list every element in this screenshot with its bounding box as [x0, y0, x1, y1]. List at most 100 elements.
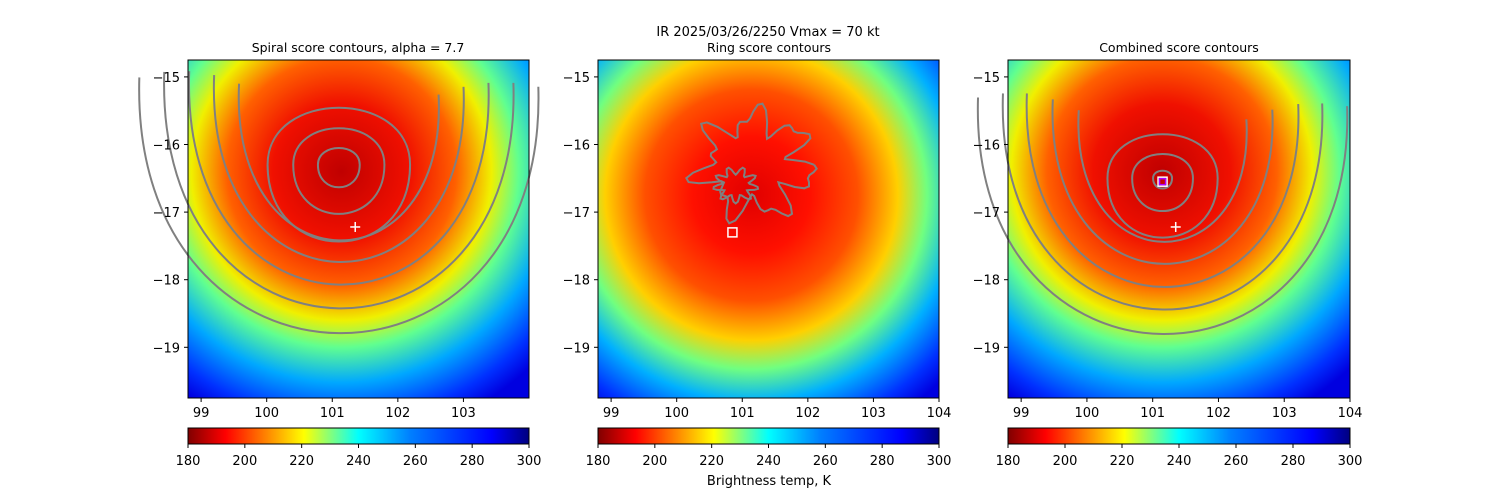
brightness-temp-image — [1008, 60, 1350, 398]
score-contour — [163, 71, 515, 310]
x-tick-label: 104 — [927, 406, 952, 421]
colorbar-ticks: 180 200 220 240 260 280 300 — [996, 444, 1363, 469]
panel-title: Combined score contours — [1099, 40, 1259, 55]
score-contour — [1025, 93, 1300, 288]
colorbar-tick-label: 280 — [870, 454, 895, 469]
y-tick-label: −18 — [563, 274, 590, 289]
colorbar — [597, 427, 940, 445]
y-tick-label: −16 — [973, 139, 1000, 154]
y-tick-label: −19 — [973, 341, 1000, 356]
colorbar-tick-label: 300 — [927, 454, 952, 469]
colorbar — [187, 427, 530, 445]
brightness-temp-image — [188, 60, 529, 398]
x-tick-label: 100 — [254, 406, 279, 421]
y-tick-label: −18 — [153, 274, 180, 289]
x-tick-label: 103 — [451, 406, 476, 421]
colorbar — [1007, 427, 1351, 445]
colorbar-tick-label: 180 — [586, 454, 611, 469]
x-tick-label: 102 — [385, 406, 410, 421]
score-contour — [976, 97, 1349, 336]
x-tick-label: 103 — [861, 406, 886, 421]
y-axis-ticks: −15 −16 −17 −18 −19 — [973, 71, 1008, 356]
ring-center-square-marker — [727, 227, 738, 238]
x-tick-label: 102 — [795, 406, 820, 421]
score-contour — [292, 127, 386, 215]
combined-score-contours — [976, 93, 1349, 336]
score-contour — [188, 71, 490, 286]
y-tick-label: −17 — [563, 206, 590, 221]
panel-title: Ring score contours — [707, 40, 831, 55]
colorbar-tick-label: 220 — [699, 454, 724, 469]
colorbar-tick-label: 240 — [1167, 454, 1192, 469]
score-contour — [316, 147, 361, 189]
ring-score-contour — [712, 166, 760, 205]
center-markers — [1157, 176, 1181, 232]
panel-spiral: Spiral score contours, alpha = 7.7 99 100… — [138, 40, 542, 469]
y-tick-label: −16 — [563, 139, 590, 154]
score-contour — [1001, 93, 1324, 311]
panel-ring: Ring score contours 99 100 101 102 103 104 −1… — [563, 40, 952, 489]
x-tick-label: 99 — [603, 406, 620, 421]
colorbar-tick-label: 180 — [176, 454, 201, 469]
x-tick-label: 103 — [1272, 406, 1297, 421]
x-tick-label: 101 — [1140, 406, 1165, 421]
spiral-score-contours — [138, 71, 540, 334]
brightness-temp-image — [598, 60, 939, 398]
axes-frame — [1007, 59, 1351, 399]
panel-title: Spiral score contours, alpha = 7.7 — [252, 40, 465, 55]
axes-frame — [187, 59, 530, 399]
x-tick-label: 99 — [1013, 406, 1030, 421]
y-axis-ticks: −15 −16 −17 −18 −19 — [153, 71, 188, 356]
x-tick-label: 101 — [730, 406, 755, 421]
x-tick-label: 100 — [1075, 406, 1100, 421]
score-contour — [1077, 110, 1248, 243]
y-tick-label: −19 — [563, 341, 590, 356]
colorbar-tick-label: 220 — [1110, 454, 1135, 469]
colorbar-tick-label: 280 — [460, 454, 485, 469]
x-axis-ticks: 99 100 101 102 103 104 — [1013, 398, 1363, 421]
colorbar-tick-label: 240 — [756, 454, 781, 469]
best-center-square-marker — [1157, 176, 1168, 187]
center-markers — [727, 227, 738, 238]
colorbar-tick-label: 280 — [1281, 454, 1306, 469]
score-contour — [1152, 169, 1174, 190]
x-tick-label: 99 — [193, 406, 210, 421]
y-tick-label: −15 — [973, 71, 1000, 86]
score-contour — [213, 75, 465, 263]
x-axis-ticks: 99 100 101 102 103 104 — [603, 398, 952, 421]
colorbar-tick-label: 260 — [813, 454, 838, 469]
figure-suptitle: IR 2025/03/26/2250 Vmax = 70 kt — [656, 25, 879, 40]
x-axis-ticks: 99 100 101 102 103 — [193, 398, 476, 421]
score-contour — [1131, 152, 1194, 212]
score-contour — [138, 77, 540, 334]
colorbar-ticks: 180 200 220 240 260 280 300 — [176, 444, 542, 469]
y-tick-label: −19 — [153, 341, 180, 356]
score-contour — [1051, 99, 1274, 265]
best-center-inner-marker — [1158, 177, 1167, 186]
x-tick-label: 101 — [320, 406, 345, 421]
x-tick-label: 102 — [1206, 406, 1231, 421]
ring-score-contours — [685, 102, 818, 225]
colorbar-tick-label: 180 — [996, 454, 1021, 469]
axes-frame — [597, 59, 940, 399]
y-tick-label: −15 — [563, 71, 590, 86]
score-contour — [237, 83, 440, 242]
colorbar-tick-label: 200 — [232, 454, 257, 469]
colorbar-label: Brightness temp, K — [707, 474, 832, 489]
x-tick-label: 104 — [1338, 406, 1363, 421]
y-tick-label: −17 — [153, 206, 180, 221]
colorbar-tick-label: 300 — [517, 454, 542, 469]
score-contour — [1106, 133, 1219, 239]
colorbar-tick-label: 240 — [346, 454, 371, 469]
x-tick-label: 100 — [664, 406, 689, 421]
colorbar-tick-label: 220 — [289, 454, 314, 469]
panel-combined: Combined score contours 99 100 101 102 103 10… — [973, 40, 1363, 469]
y-tick-label: −16 — [153, 139, 180, 154]
colorbar-tick-label: 300 — [1338, 454, 1363, 469]
colorbar-tick-label: 260 — [1224, 454, 1249, 469]
y-axis-ticks: −15 −16 −17 −18 −19 — [563, 71, 598, 356]
colorbar-tick-label: 200 — [1053, 454, 1078, 469]
y-tick-label: −15 — [153, 71, 180, 86]
y-tick-label: −18 — [973, 274, 1000, 289]
